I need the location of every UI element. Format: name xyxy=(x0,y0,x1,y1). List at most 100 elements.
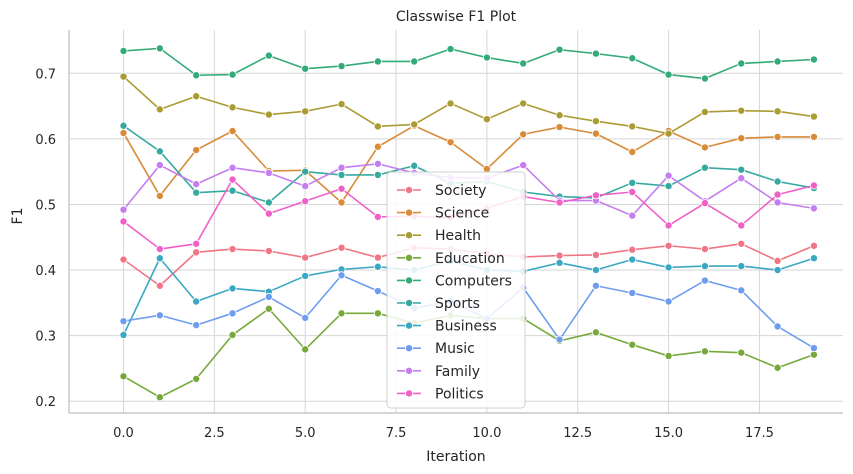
data-point-health xyxy=(192,92,201,101)
data-point-music xyxy=(373,287,382,296)
data-point-education xyxy=(664,351,673,360)
data-point-computers xyxy=(700,74,709,83)
data-point-society xyxy=(591,250,600,259)
data-point-politics xyxy=(773,190,782,199)
legend-label-science: Science xyxy=(435,206,489,222)
data-point-sports xyxy=(773,177,782,186)
data-point-music xyxy=(264,292,273,301)
data-point-politics xyxy=(737,221,746,230)
x-axis-label: Iteration xyxy=(426,449,485,465)
data-point-sports xyxy=(119,121,128,130)
legend-item-science: Science xyxy=(397,206,489,222)
data-point-music xyxy=(301,313,310,322)
data-point-society xyxy=(737,239,746,248)
data-point-education xyxy=(700,347,709,356)
legend-marker-computers xyxy=(404,276,413,285)
legend-marker-politics xyxy=(404,389,413,398)
data-point-computers xyxy=(155,44,164,53)
legend-label-family: Family xyxy=(435,364,480,380)
data-point-politics xyxy=(119,217,128,226)
legend-label-business: Business xyxy=(435,319,497,335)
data-point-music xyxy=(628,288,637,297)
data-point-business xyxy=(373,262,382,271)
legend-marker-music xyxy=(404,344,413,353)
data-point-politics xyxy=(192,239,201,248)
legend-marker-business xyxy=(404,321,413,330)
data-point-sports xyxy=(228,186,237,195)
legend-label-politics: Politics xyxy=(435,386,484,402)
data-point-family xyxy=(192,180,201,189)
data-point-computers xyxy=(373,57,382,66)
data-point-science xyxy=(119,128,128,137)
data-point-health xyxy=(155,105,164,114)
legend-marker-health xyxy=(404,231,413,240)
data-point-business xyxy=(591,266,600,275)
y-tick-label: 0.5 xyxy=(35,198,56,213)
data-point-society xyxy=(700,245,709,254)
data-point-education xyxy=(809,350,818,359)
legend-item-politics: Politics xyxy=(397,386,484,402)
data-point-computers xyxy=(664,70,673,79)
data-point-science xyxy=(446,138,455,147)
data-point-health xyxy=(664,129,673,138)
data-point-business xyxy=(228,284,237,293)
data-point-science xyxy=(700,143,709,152)
legend-label-computers: Computers xyxy=(435,273,512,289)
data-point-computers xyxy=(628,54,637,63)
data-point-family xyxy=(664,171,673,180)
data-point-sports xyxy=(192,188,201,197)
legend-label-music: Music xyxy=(435,341,475,357)
data-point-sports xyxy=(664,182,673,191)
data-point-family xyxy=(373,159,382,168)
data-point-science xyxy=(373,142,382,151)
data-point-health xyxy=(628,122,637,131)
data-point-society xyxy=(155,281,164,290)
data-point-education xyxy=(192,374,201,383)
data-point-education xyxy=(773,363,782,372)
data-point-business xyxy=(155,254,164,263)
data-point-education xyxy=(301,345,310,354)
data-point-computers xyxy=(519,59,528,68)
x-tick-label: 12.5 xyxy=(563,426,592,441)
legend-label-health: Health xyxy=(435,228,481,244)
legend-item-education: Education xyxy=(397,251,505,267)
data-point-health xyxy=(373,122,382,131)
data-point-music xyxy=(700,276,709,285)
data-point-computers xyxy=(264,51,273,60)
data-point-sports xyxy=(264,198,273,207)
axes-layer xyxy=(68,30,843,414)
legend-marker-society xyxy=(404,185,413,194)
data-point-science xyxy=(555,123,564,132)
y-tick-label: 0.3 xyxy=(35,330,56,345)
data-point-music xyxy=(155,311,164,320)
legend-marker-education xyxy=(404,253,413,262)
data-point-politics xyxy=(700,199,709,208)
data-point-society xyxy=(337,243,346,252)
data-point-health xyxy=(700,107,709,116)
data-point-politics xyxy=(301,197,310,206)
data-point-business xyxy=(119,330,128,339)
data-point-health xyxy=(264,110,273,119)
data-point-sports xyxy=(301,167,310,176)
legend-item-computers: Computers xyxy=(397,273,512,289)
data-point-politics xyxy=(628,187,637,196)
data-point-education xyxy=(737,348,746,357)
data-point-sports xyxy=(410,161,419,170)
data-point-education xyxy=(591,328,600,337)
data-point-society xyxy=(373,253,382,262)
data-point-family xyxy=(809,204,818,213)
legend-marker-sports xyxy=(404,298,413,307)
data-point-computers xyxy=(337,62,346,71)
data-point-health xyxy=(591,117,600,126)
data-point-music xyxy=(809,344,818,353)
data-point-society xyxy=(664,241,673,250)
grid-layer xyxy=(69,30,843,413)
data-point-music xyxy=(773,322,782,331)
data-point-health xyxy=(482,115,491,124)
data-point-science xyxy=(628,147,637,156)
data-point-society xyxy=(301,253,310,262)
x-tick-label: 7.5 xyxy=(386,426,407,441)
data-point-computers xyxy=(301,64,310,73)
data-point-science xyxy=(337,198,346,207)
data-point-business xyxy=(809,254,818,263)
